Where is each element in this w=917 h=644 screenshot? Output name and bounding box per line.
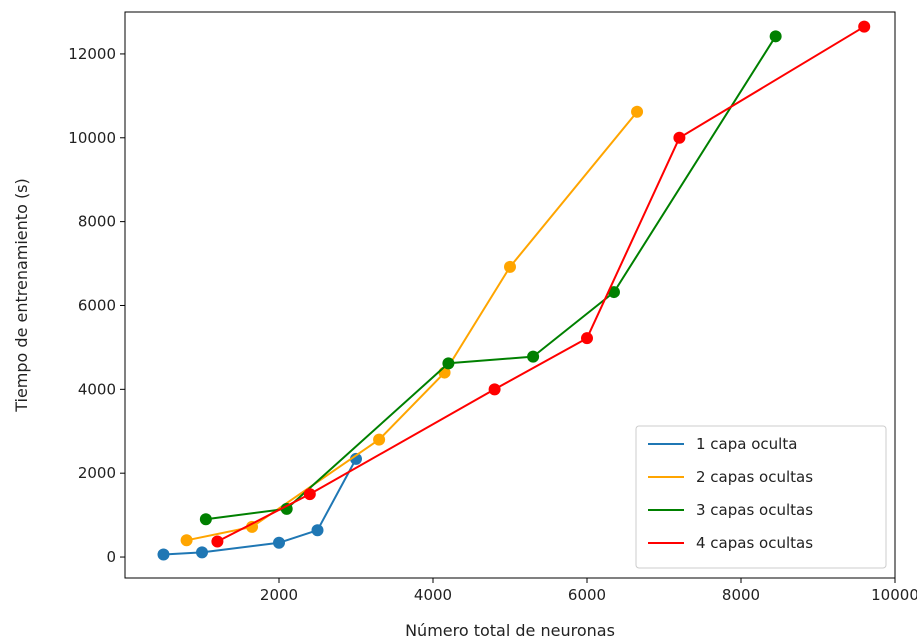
data-point	[196, 546, 208, 559]
data-point	[303, 488, 316, 501]
legend-box	[635, 425, 887, 569]
legend: 1 capa oculta 2 capas ocultas 3 capas ocul…	[635, 425, 887, 569]
data-point	[273, 536, 285, 549]
series-line	[186, 111, 638, 542]
data-point	[442, 357, 455, 370]
y-tick-label: 10000	[68, 129, 116, 147]
x-tick-label: 4000	[414, 586, 452, 604]
data-point	[504, 260, 516, 273]
data-point	[631, 105, 644, 118]
data-point	[607, 286, 620, 299]
data-point	[858, 20, 871, 33]
y-axis-ticks: 0 2000 4000 6000 8000 10000 12000	[68, 45, 125, 566]
series-4	[211, 20, 871, 548]
series-line	[205, 35, 777, 521]
legend-label: 2 capas ocultas	[696, 468, 813, 486]
x-tick-label: 10000	[871, 586, 917, 604]
data-point	[246, 520, 259, 533]
data-point	[199, 513, 212, 526]
data-point	[280, 502, 293, 515]
y-tick-label: 12000	[68, 45, 116, 63]
series-1	[157, 452, 362, 561]
y-tick-label: 0	[106, 548, 116, 566]
series-2	[180, 105, 644, 547]
series-line	[216, 25, 865, 543]
x-axis-label: Número total de neuronas	[405, 621, 615, 640]
data-point	[673, 131, 686, 144]
plot-frame	[124, 11, 896, 579]
data-point	[488, 383, 501, 396]
data-point	[769, 30, 782, 43]
data-point	[581, 332, 593, 345]
y-tick-label: 6000	[78, 296, 116, 314]
y-tick-label: 2000	[78, 464, 116, 482]
data-point	[211, 535, 224, 548]
data-point	[157, 548, 170, 561]
y-tick-label: 4000	[78, 380, 116, 398]
legend-label: 1 capa oculta	[696, 435, 797, 453]
series-3	[199, 30, 782, 526]
x-tick-label: 6000	[568, 586, 606, 604]
x-tick-label: 8000	[722, 586, 760, 604]
x-axis-ticks: 2000 4000 6000 8000 10000	[260, 578, 917, 604]
legend-label: 3 capas ocultas	[696, 501, 813, 519]
y-tick-label: 8000	[78, 213, 116, 231]
data-point	[311, 524, 324, 537]
y-axis-label: Tiempo de entrenamiento (s)	[12, 178, 31, 413]
x-tick-label: 2000	[260, 586, 298, 604]
data-point	[350, 452, 362, 465]
data-point	[180, 534, 193, 547]
legend-label: 4 capas ocultas	[696, 534, 813, 552]
data-point	[527, 350, 540, 363]
plot-series	[157, 20, 871, 561]
data-point	[373, 433, 386, 446]
